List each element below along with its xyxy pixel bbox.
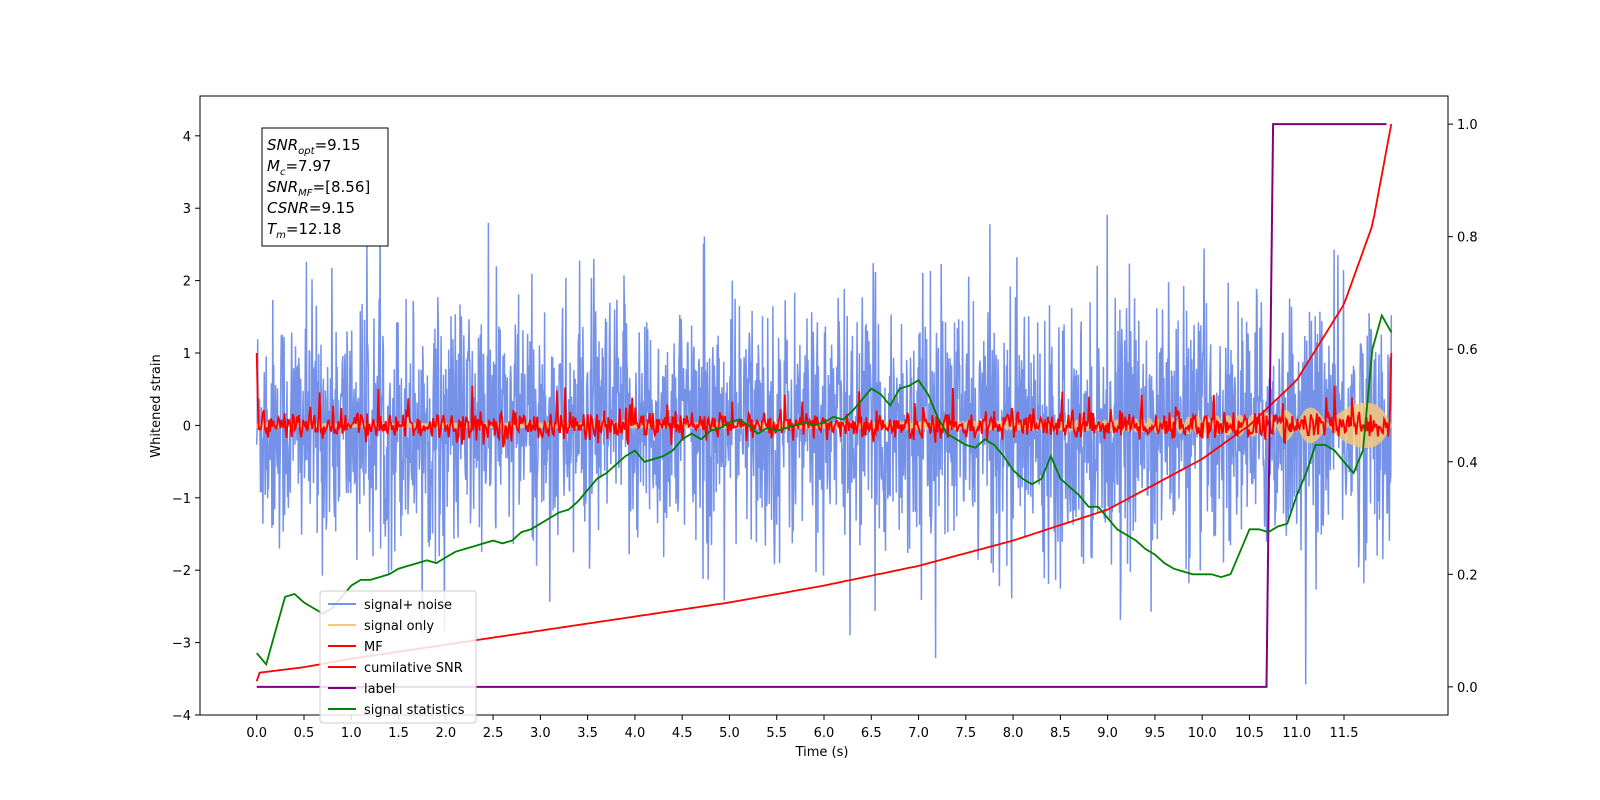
annotation-value: =[8.56] [313, 178, 371, 196]
x-tick-label: 5.5 [766, 726, 787, 741]
y-tick-label: 4 [183, 130, 191, 145]
x-tick-label: 2.0 [435, 726, 456, 741]
annotation-symbol: CSNR [267, 199, 309, 217]
x-tick-label: 9.0 [1097, 726, 1118, 741]
y-axis-label: Whitened strain [149, 354, 164, 457]
y2-tick-label: 0.0 [1457, 681, 1478, 696]
y-tick-label: 1 [183, 347, 191, 362]
annotation-subscript: c [280, 167, 286, 178]
x-tick-label: 2.5 [483, 726, 504, 741]
x-tick-label: 10.0 [1188, 726, 1217, 741]
series-line-signal-statistics [256, 313, 1393, 667]
series-line-signal-noise [255, 189, 1393, 685]
y-tick-label: 0 [183, 419, 191, 434]
y-tick-label: 2 [183, 275, 191, 290]
annotation-value: =7.97 [285, 157, 331, 175]
annotation-subscript: MF [298, 188, 313, 199]
annotation-line: Mc=7.97 [267, 157, 331, 178]
y-tick-label: −3 [172, 637, 191, 652]
y2-tick-label: 0.4 [1457, 456, 1478, 471]
x-tick-label: 8.5 [1050, 726, 1071, 741]
annotation-symbol: SNR [267, 178, 298, 196]
y2-tick-label: 0.2 [1457, 568, 1478, 583]
y-tick-label: 3 [183, 202, 191, 217]
annotation-symbol: T [267, 220, 278, 238]
series-line-mf [255, 352, 1393, 448]
x-tick-label: 7.5 [955, 726, 976, 741]
series-line-label [256, 123, 1387, 688]
x-tick-label: 11.5 [1330, 726, 1359, 741]
x-tick-label: 5.0 [719, 726, 740, 741]
legend-entry: cumilative SNR [364, 661, 463, 676]
x-tick-label: 6.0 [814, 726, 835, 741]
annotation-value: =9.15 [315, 136, 361, 154]
x-tick-label: 7.0 [908, 726, 929, 741]
x-tick-label: 6.5 [861, 726, 882, 741]
x-tick-label: 1.5 [388, 726, 409, 741]
x-tick-label: 3.0 [530, 726, 551, 741]
x-tick-label: 4.5 [672, 726, 693, 741]
annotation-value: =12.18 [286, 220, 342, 238]
x-axis: 0.0 0.5 1.0 1.5 2.0 2.5 3.0 3.5 4.0 4.5 5.0 5.5 6.0 6… [246, 715, 1358, 741]
legend-entry: MF [364, 640, 383, 655]
x-tick-label: 9.5 [1145, 726, 1166, 741]
annotation-symbol: M [267, 157, 280, 175]
annotation-line: Tm=12.18 [267, 220, 341, 241]
annotation-box: SNRopt=9.15Mc=7.97SNRMF=[8.56]CSNR=9.15T… [261, 127, 389, 247]
x-tick-label: 11.0 [1282, 726, 1311, 741]
annotation-subscript: opt [298, 146, 315, 157]
legend-frame [319, 590, 477, 724]
x-tick-label: 10.5 [1235, 726, 1264, 741]
x-axis-label: Time (s) [795, 745, 849, 760]
annotation-subscript: m [276, 230, 286, 241]
legend-entry: label [364, 682, 395, 697]
annotation-symbol: SNR [267, 136, 298, 154]
y2-tick-label: 0.6 [1457, 343, 1478, 358]
x-tick-label: 4.0 [625, 726, 646, 741]
y-tick-label: −4 [172, 709, 191, 724]
y-tick-label: −2 [172, 564, 191, 579]
y2-tick-label: 0.8 [1457, 231, 1478, 246]
annotation-line: SNRMF=[8.56] [267, 178, 370, 199]
legend-entry: signal only [364, 619, 434, 634]
legend: signal+ noise signal only MF cumilative SNR… [319, 590, 477, 724]
legend-entry: signal+ noise [364, 598, 452, 613]
x-tick-label: 3.5 [577, 726, 598, 741]
annotation-line: CSNR=9.15 [267, 199, 355, 217]
annotation-value: =9.15 [309, 199, 355, 217]
y2-tick-label: 1.0 [1457, 118, 1478, 133]
annotation-frame [261, 127, 389, 247]
x-tick-label: 0.5 [294, 726, 315, 741]
annotation-line: SNRopt=9.15 [267, 136, 361, 157]
y-tick-label: −1 [172, 492, 191, 507]
x-tick-label: 0.0 [246, 726, 267, 741]
y-axis-left: 4 3 2 1 0 −1 −2 −3 −4 [172, 130, 200, 724]
x-tick-label: 1.0 [341, 726, 362, 741]
legend-entry: signal statistics [364, 703, 465, 718]
y-axis-right: 1.0 0.8 0.6 0.4 0.2 0.0 [1448, 118, 1478, 696]
x-tick-label: 8.0 [1003, 726, 1024, 741]
